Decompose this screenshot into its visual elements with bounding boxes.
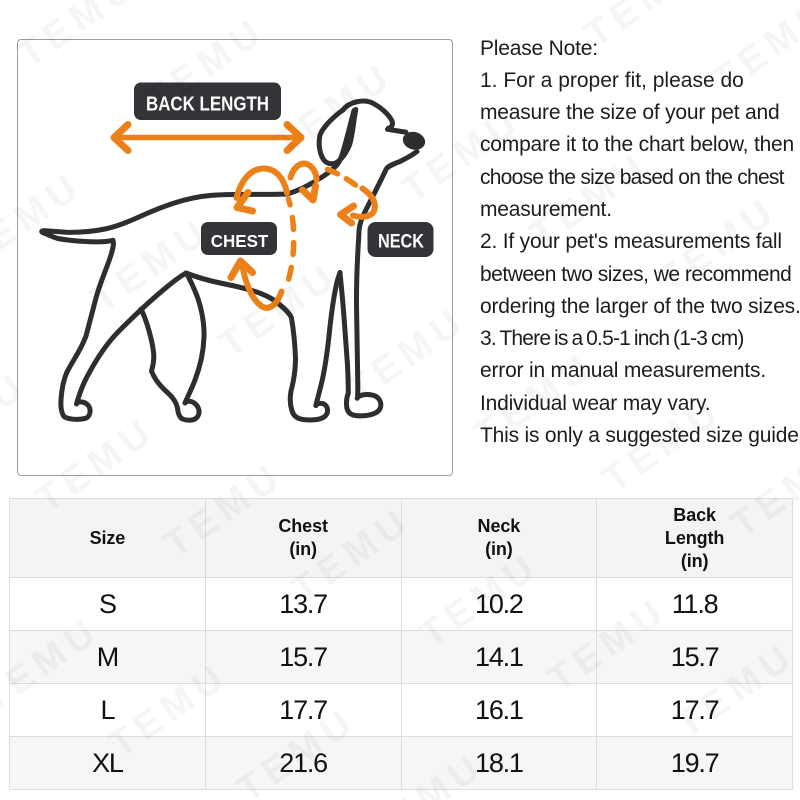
svg-text:CHEST: CHEST [211, 231, 269, 251]
svg-text:BACK LENGTH: BACK LENGTH [146, 93, 269, 116]
svg-text:NECK: NECK [378, 232, 424, 253]
svg-text:TEMU: TEMU [450, 0, 585, 11]
svg-text:TEMU: TEMU [0, 0, 18, 31]
